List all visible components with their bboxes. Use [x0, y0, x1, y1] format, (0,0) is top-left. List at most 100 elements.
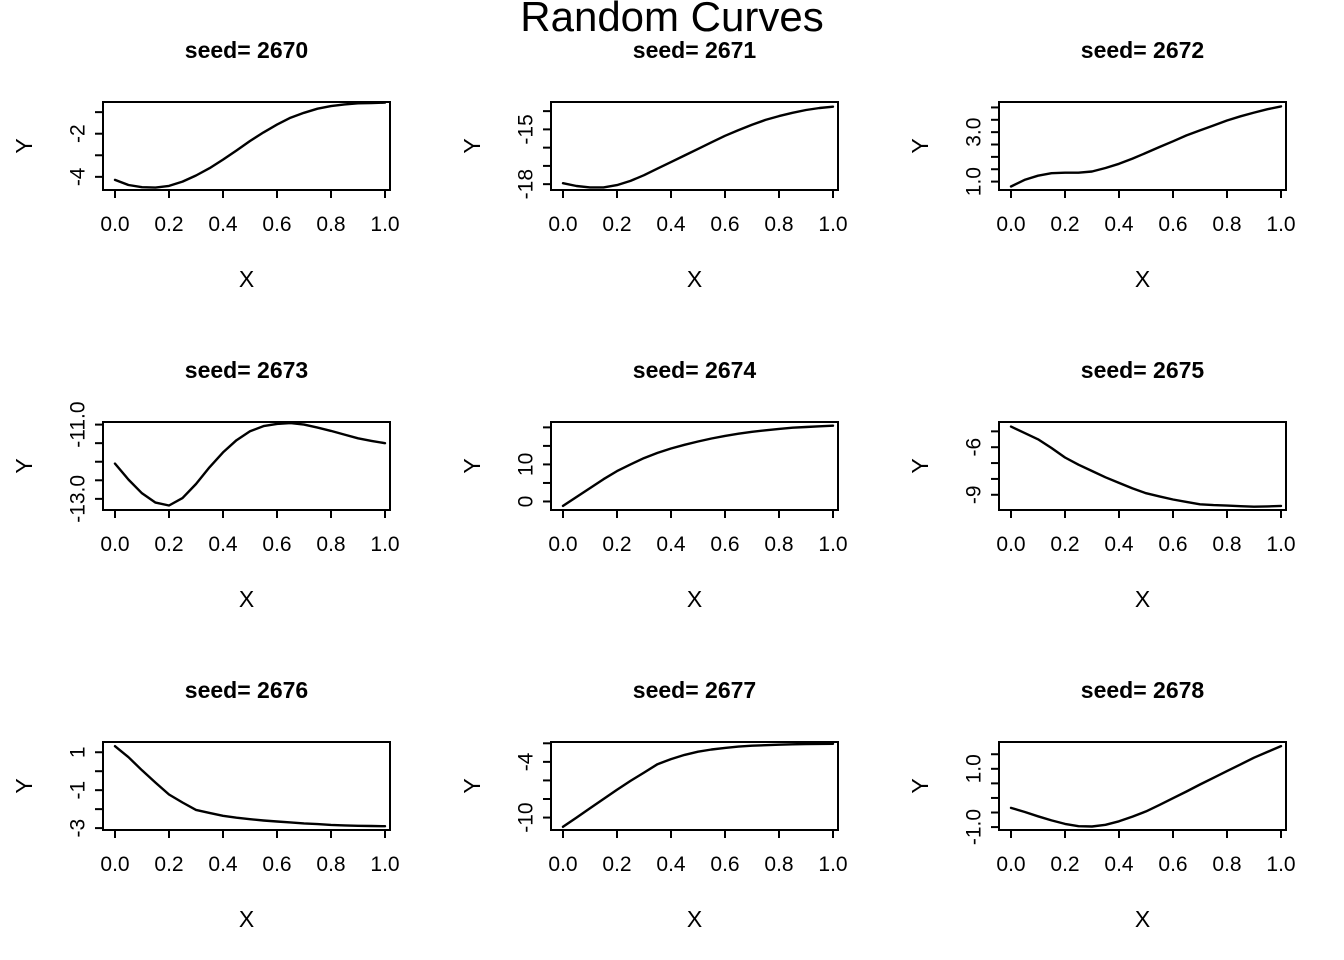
- y-tick-label: -11.0: [67, 401, 90, 447]
- y-tick-label: -4: [515, 752, 538, 771]
- y-tick-label: -10: [515, 802, 538, 832]
- x-tick-label: 0.6: [1158, 533, 1187, 556]
- y-axis-label: Y: [907, 778, 933, 793]
- x-tick-label: 0.4: [208, 853, 238, 876]
- x-tick-label: 0.8: [316, 213, 345, 236]
- x-tick-label: 1.0: [818, 853, 847, 876]
- x-tick-label: 0.6: [1158, 213, 1187, 236]
- curve-line: [1009, 105, 1283, 188]
- y-tick-label: -15: [515, 114, 538, 144]
- x-tick-label: 1.0: [818, 533, 847, 556]
- y-axis-label: Y: [459, 778, 485, 793]
- x-tick-label: 0.2: [1050, 213, 1079, 236]
- y-tick-label: -6: [963, 438, 986, 457]
- x-tick-label: 0.2: [1050, 533, 1079, 556]
- y-tick-label: 1.0: [963, 167, 986, 196]
- curve-line: [113, 421, 387, 507]
- subplot-2672: seed= 2672 0.0 0.2 0.4 0.6 0.8 1.0 1.0 3.0 X Y: [907, 37, 1296, 292]
- subplot-title: seed= 2674: [633, 357, 757, 383]
- subplot-title: seed= 2676: [185, 677, 308, 703]
- subplot-title: seed= 2678: [1081, 677, 1205, 703]
- x-axis-label: X: [239, 266, 254, 292]
- curve-line: [561, 742, 835, 829]
- x-axis-label: X: [687, 906, 702, 932]
- x-tick-label: 0.0: [996, 533, 1025, 556]
- y-tick-label: -3: [67, 819, 90, 838]
- x-axis-label: X: [687, 266, 702, 292]
- y-tick-label: 1: [67, 746, 90, 758]
- x-tick-label: 1.0: [370, 853, 399, 876]
- y-tick-label: -4: [67, 167, 90, 186]
- x-tick-label: 0.6: [710, 853, 739, 876]
- y-tick-label: -2: [67, 124, 90, 143]
- subplot-2677: seed= 2677 0.0 0.2 0.4 0.6 0.8 1.0 -10 -4 X Y: [459, 677, 848, 932]
- x-tick-label: 0.2: [154, 853, 183, 876]
- x-tick-label: 0.2: [154, 533, 183, 556]
- subplot-title: seed= 2670: [185, 37, 308, 63]
- x-tick-label: 0.2: [602, 533, 631, 556]
- x-tick-label: 0.4: [656, 213, 686, 236]
- x-tick-label: 0.8: [764, 533, 793, 556]
- plot-box: [102, 421, 391, 511]
- x-axis-label: X: [1135, 586, 1150, 612]
- subplot-2678: seed= 2678 0.0 0.2 0.4 0.6 0.8 1.0 -1.0 1.0 X Y: [907, 677, 1296, 932]
- y-axis-label: Y: [459, 138, 485, 153]
- x-tick-label: 0.2: [1050, 853, 1079, 876]
- subplot-title: seed= 2672: [1081, 37, 1204, 63]
- x-tick-label: 0.0: [100, 853, 129, 876]
- subplot-2670: seed= 2670 0.0 0.2 0.4 0.6 0.8 1.0 -4 -2 X Y: [11, 37, 400, 292]
- y-tick-label: -1.0: [963, 809, 986, 845]
- x-tick-label: 0.4: [1104, 213, 1134, 236]
- x-tick-label: 0.0: [100, 533, 129, 556]
- x-axis-label: X: [687, 586, 702, 612]
- x-tick-label: 0.6: [1158, 853, 1187, 876]
- x-tick-label: 0.8: [1212, 213, 1241, 236]
- x-tick-label: 0.4: [656, 853, 686, 876]
- x-tick-label: 0.0: [548, 213, 577, 236]
- y-axis-label: Y: [907, 458, 933, 473]
- plot-box: [550, 101, 839, 191]
- y-tick-label: 0: [515, 496, 538, 508]
- plot-box: [102, 101, 391, 191]
- plot-box: [550, 421, 839, 511]
- subplot-2671: seed= 2671 0.0 0.2 0.4 0.6 0.8 1.0 -18 -15 X Y: [459, 37, 848, 292]
- y-tick-label: 10: [515, 453, 538, 476]
- plot-box: [998, 741, 1287, 831]
- x-tick-label: 0.0: [996, 213, 1025, 236]
- curve-line: [113, 101, 387, 189]
- x-tick-label: 0.8: [316, 533, 345, 556]
- y-tick-label: -1: [67, 781, 90, 800]
- plot-box: [102, 741, 391, 831]
- y-tick-label: 1.0: [963, 754, 986, 783]
- x-tick-label: 0.8: [764, 853, 793, 876]
- subplot-title: seed= 2677: [633, 677, 756, 703]
- x-tick-label: 0.4: [208, 533, 238, 556]
- y-axis-label: Y: [459, 458, 485, 473]
- x-tick-label: 0.4: [1104, 853, 1134, 876]
- x-tick-label: 1.0: [1266, 853, 1295, 876]
- x-tick-label: 0.2: [154, 213, 183, 236]
- y-tick-label: 3.0: [963, 118, 986, 147]
- y-axis-label: Y: [11, 778, 37, 793]
- x-tick-label: 0.8: [764, 213, 793, 236]
- curve-line: [113, 744, 387, 828]
- x-tick-label: 0.8: [1212, 853, 1241, 876]
- x-axis-label: X: [239, 906, 254, 932]
- x-tick-label: 0.2: [602, 853, 631, 876]
- x-tick-label: 0.0: [548, 853, 577, 876]
- x-tick-label: 0.6: [710, 533, 739, 556]
- x-tick-label: 0.6: [262, 213, 291, 236]
- y-tick-label: -18: [515, 169, 538, 199]
- curve-line: [561, 105, 835, 189]
- x-tick-label: 0.0: [100, 213, 129, 236]
- y-tick-label: -13.0: [67, 475, 90, 523]
- x-tick-label: 0.8: [316, 853, 345, 876]
- x-tick-label: 0.6: [710, 213, 739, 236]
- x-tick-label: 1.0: [370, 533, 399, 556]
- plot-box: [998, 421, 1287, 511]
- x-tick-label: 1.0: [818, 213, 847, 236]
- subplot-2675: seed= 2675 0.0 0.2 0.4 0.6 0.8 1.0 -9 -6 X Y: [907, 357, 1296, 612]
- subplot-2676: seed= 2676 0.0 0.2 0.4 0.6 0.8 1.0 -3 -1 1 X Y: [11, 677, 400, 932]
- x-axis-label: X: [239, 586, 254, 612]
